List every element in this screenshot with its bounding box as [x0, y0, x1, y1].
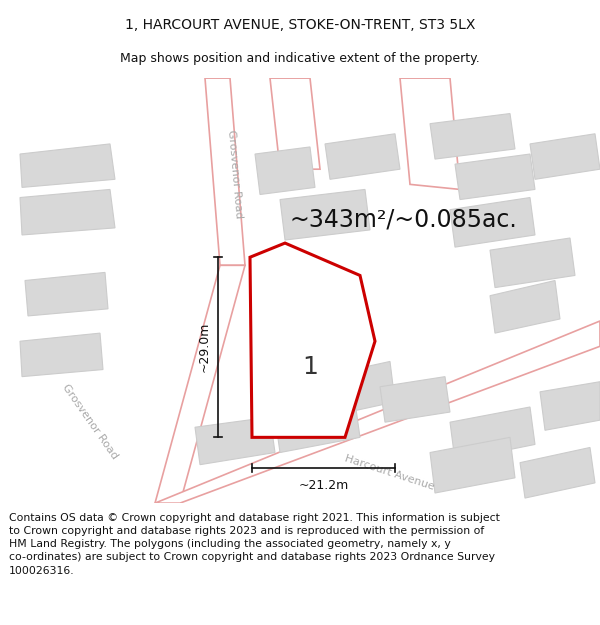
Polygon shape [255, 147, 315, 194]
Polygon shape [205, 78, 245, 266]
Text: Grosvenor Road: Grosvenor Road [61, 383, 119, 461]
Text: 1: 1 [302, 354, 318, 379]
Polygon shape [25, 272, 108, 316]
Text: Map shows position and indicative extent of the property.: Map shows position and indicative extent… [120, 52, 480, 65]
Polygon shape [520, 448, 595, 498]
Polygon shape [450, 407, 535, 461]
Polygon shape [290, 311, 360, 366]
Polygon shape [430, 438, 515, 493]
Polygon shape [20, 189, 115, 235]
Polygon shape [280, 189, 370, 240]
Polygon shape [20, 144, 115, 188]
Polygon shape [325, 134, 400, 179]
Text: Contains OS data © Crown copyright and database right 2021. This information is : Contains OS data © Crown copyright and d… [9, 513, 500, 576]
Polygon shape [155, 266, 245, 503]
Polygon shape [430, 114, 515, 159]
Polygon shape [450, 198, 535, 247]
Text: ~343m²/~0.085ac.: ~343m²/~0.085ac. [290, 208, 518, 232]
Text: ~21.2m: ~21.2m [298, 479, 349, 492]
Polygon shape [155, 321, 600, 503]
Text: Harcourt Avenue: Harcourt Avenue [344, 454, 436, 492]
Text: ~29.0m: ~29.0m [197, 322, 211, 372]
Polygon shape [275, 402, 360, 452]
Polygon shape [195, 417, 275, 464]
Text: 1, HARCOURT AVENUE, STOKE-ON-TRENT, ST3 5LX: 1, HARCOURT AVENUE, STOKE-ON-TRENT, ST3 … [125, 18, 475, 32]
Polygon shape [490, 238, 575, 288]
Polygon shape [380, 377, 450, 422]
Polygon shape [400, 78, 460, 189]
Polygon shape [490, 281, 560, 333]
Polygon shape [250, 243, 375, 438]
Text: Grosvenor Road: Grosvenor Road [226, 129, 244, 219]
Polygon shape [320, 361, 395, 417]
Polygon shape [270, 78, 320, 169]
Polygon shape [20, 333, 103, 377]
Polygon shape [540, 382, 600, 430]
Polygon shape [455, 154, 535, 199]
Polygon shape [530, 134, 600, 179]
